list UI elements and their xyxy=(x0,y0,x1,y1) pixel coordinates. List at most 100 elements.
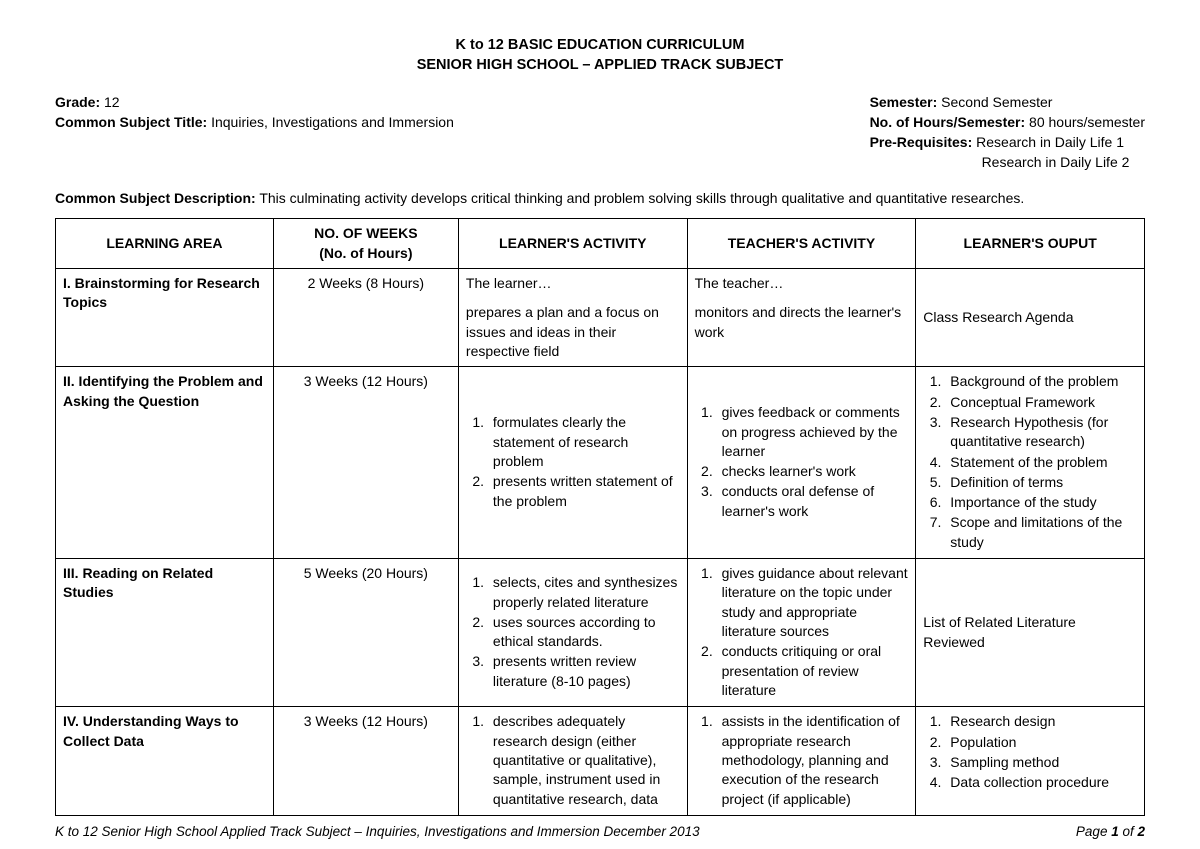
prereq-label: Pre-Requisites: xyxy=(870,134,973,150)
grade-row: Grade: 12 xyxy=(55,92,454,112)
list-item: Background of the problem xyxy=(945,372,1137,391)
list-item: gives feedback or comments on progress a… xyxy=(717,403,909,461)
list-item: describes adequately research design (ei… xyxy=(488,712,680,809)
description-label: Common Subject Description: xyxy=(55,190,256,206)
area-cell: II. Identifying the Problem and Asking t… xyxy=(56,367,274,559)
teacher-intro: The teacher… xyxy=(695,274,909,293)
list-item: Importance of the study xyxy=(945,493,1137,512)
list-item: Statement of the problem xyxy=(945,453,1137,472)
semester-row: Semester: Second Semester xyxy=(870,92,1145,112)
learner-text: prepares a plan and a focus on issues an… xyxy=(466,303,680,361)
title-line-1: K to 12 BASIC EDUCATION CURRICULUM xyxy=(55,35,1145,55)
weeks-cell: 5 Weeks (20 Hours) xyxy=(273,559,458,707)
area-cell: I. Brainstorming for Research Topics xyxy=(56,269,274,367)
list-item: Population xyxy=(945,733,1137,752)
header-weeks: NO. OF WEEKS (No. of Hours) xyxy=(273,219,458,269)
list-item: formulates clearly the statement of rese… xyxy=(488,413,680,471)
header-learning-area: LEARNING AREA xyxy=(56,219,274,269)
header-teacher-activity: TEACHER'S ACTIVITY xyxy=(687,219,916,269)
table-body: I. Brainstorming for Research Topics 2 W… xyxy=(56,269,1145,816)
teacher-cell: assists in the identification of appropr… xyxy=(687,707,916,816)
hours-row: No. of Hours/Semester: 80 hours/semester xyxy=(870,112,1145,132)
output-cell: Background of the problem Conceptual Fra… xyxy=(916,367,1145,559)
prereq-value-2: Research in Daily Life 2 xyxy=(982,154,1130,170)
page-footer: K to 12 Senior High School Applied Track… xyxy=(55,824,1145,839)
description-text: This culminating activity develops criti… xyxy=(256,190,1025,206)
teacher-list: gives guidance about relevant literature… xyxy=(695,564,909,700)
list-item: Conceptual Framework xyxy=(945,393,1137,412)
table-row: IV. Understanding Ways to Collect Data 3… xyxy=(56,707,1145,816)
curriculum-table: LEARNING AREA NO. OF WEEKS (No. of Hours… xyxy=(55,218,1145,815)
header-right: Semester: Second Semester No. of Hours/S… xyxy=(870,92,1145,173)
learner-list: formulates clearly the statement of rese… xyxy=(466,413,680,511)
header-left: Grade: 12 Common Subject Title: Inquirie… xyxy=(55,92,454,173)
page-current: 1 xyxy=(1111,824,1119,839)
page-prefix: Page xyxy=(1076,824,1111,839)
list-item: uses sources according to ethical standa… xyxy=(488,613,680,652)
weeks-cell: 3 Weeks (12 Hours) xyxy=(273,707,458,816)
subject-title-value: Inquiries, Investigations and Immersion xyxy=(207,114,454,130)
output-cell: Research design Population Sampling meth… xyxy=(916,707,1145,816)
learner-cell: selects, cites and synthesizes properly … xyxy=(458,559,687,707)
table-row: II. Identifying the Problem and Asking t… xyxy=(56,367,1145,559)
grade-label: Grade: xyxy=(55,94,100,110)
learner-cell: describes adequately research design (ei… xyxy=(458,707,687,816)
list-item: Data collection procedure xyxy=(945,773,1137,792)
list-item: Scope and limitations of the study xyxy=(945,513,1137,552)
learner-list: describes adequately research design (ei… xyxy=(466,712,680,809)
list-item: selects, cites and synthesizes properly … xyxy=(488,573,680,612)
table-header-row: LEARNING AREA NO. OF WEEKS (No. of Hours… xyxy=(56,219,1145,269)
list-item: conducts critiquing or oral presentation… xyxy=(717,642,909,700)
page-total: 2 xyxy=(1137,824,1145,839)
list-item: Research design xyxy=(945,712,1137,731)
area-cell: III. Reading on Related Studies xyxy=(56,559,274,707)
output-list: Research design Population Sampling meth… xyxy=(923,712,1137,792)
list-item: Research Hypothesis (for quantitative re… xyxy=(945,413,1137,452)
list-item: Definition of terms xyxy=(945,473,1137,492)
learner-cell: The learner… prepares a plan and a focus… xyxy=(458,269,687,367)
subject-title-label: Common Subject Title: xyxy=(55,114,207,130)
learner-cell: formulates clearly the statement of rese… xyxy=(458,367,687,559)
grade-value: 12 xyxy=(100,94,119,110)
list-item: Sampling method xyxy=(945,753,1137,772)
learner-intro: The learner… xyxy=(466,274,680,293)
header-weeks-line2: (No. of Hours) xyxy=(319,245,412,261)
footer-left: K to 12 Senior High School Applied Track… xyxy=(55,824,700,839)
header-weeks-line1: NO. OF WEEKS xyxy=(314,225,417,241)
hours-value: 80 hours/semester xyxy=(1025,114,1145,130)
prereq-row-2: Research in Daily Life 2 xyxy=(870,152,1145,172)
teacher-cell: gives feedback or comments on progress a… xyxy=(687,367,916,559)
header-learner-activity: LEARNER'S ACTIVITY xyxy=(458,219,687,269)
output-cell: List of Related Literature Reviewed xyxy=(916,559,1145,707)
teacher-list: gives feedback or comments on progress a… xyxy=(695,403,909,521)
table-row: III. Reading on Related Studies 5 Weeks … xyxy=(56,559,1145,707)
area-cell: IV. Understanding Ways to Collect Data xyxy=(56,707,274,816)
subject-description: Common Subject Description: This culmina… xyxy=(55,189,1145,209)
document-title: K to 12 BASIC EDUCATION CURRICULUM SENIO… xyxy=(55,35,1145,76)
prereq-value-1: Research in Daily Life 1 xyxy=(972,134,1124,150)
weeks-cell: 3 Weeks (12 Hours) xyxy=(273,367,458,559)
teacher-cell: gives guidance about relevant literature… xyxy=(687,559,916,707)
page-sep: of xyxy=(1119,824,1138,839)
weeks-cell: 2 Weeks (8 Hours) xyxy=(273,269,458,367)
footer-page: Page 1 of 2 xyxy=(1076,824,1145,839)
learner-list: selects, cites and synthesizes properly … xyxy=(466,573,680,691)
list-item: gives guidance about relevant literature… xyxy=(717,564,909,641)
teacher-list: assists in the identification of appropr… xyxy=(695,712,909,809)
semester-value: Second Semester xyxy=(937,94,1052,110)
prereq-row: Pre-Requisites: Research in Daily Life 1 xyxy=(870,132,1145,152)
list-item: assists in the identification of appropr… xyxy=(717,712,909,809)
list-item: conducts oral defense of learner's work xyxy=(717,482,909,521)
list-item: presents written statement of the proble… xyxy=(488,472,680,511)
output-cell: Class Research Agenda xyxy=(916,269,1145,367)
title-line-2: SENIOR HIGH SCHOOL – APPLIED TRACK SUBJE… xyxy=(55,55,1145,75)
header-learner-output: LEARNER'S OUPUT xyxy=(916,219,1145,269)
semester-label: Semester: xyxy=(870,94,938,110)
table-row: I. Brainstorming for Research Topics 2 W… xyxy=(56,269,1145,367)
header-info: Grade: 12 Common Subject Title: Inquirie… xyxy=(55,92,1145,173)
hours-label: No. of Hours/Semester: xyxy=(870,114,1026,130)
subject-title-row: Common Subject Title: Inquiries, Investi… xyxy=(55,112,454,132)
teacher-cell: The teacher… monitors and directs the le… xyxy=(687,269,916,367)
teacher-text: monitors and directs the learner's work xyxy=(695,303,909,342)
list-item: presents written review literature (8-10… xyxy=(488,652,680,691)
